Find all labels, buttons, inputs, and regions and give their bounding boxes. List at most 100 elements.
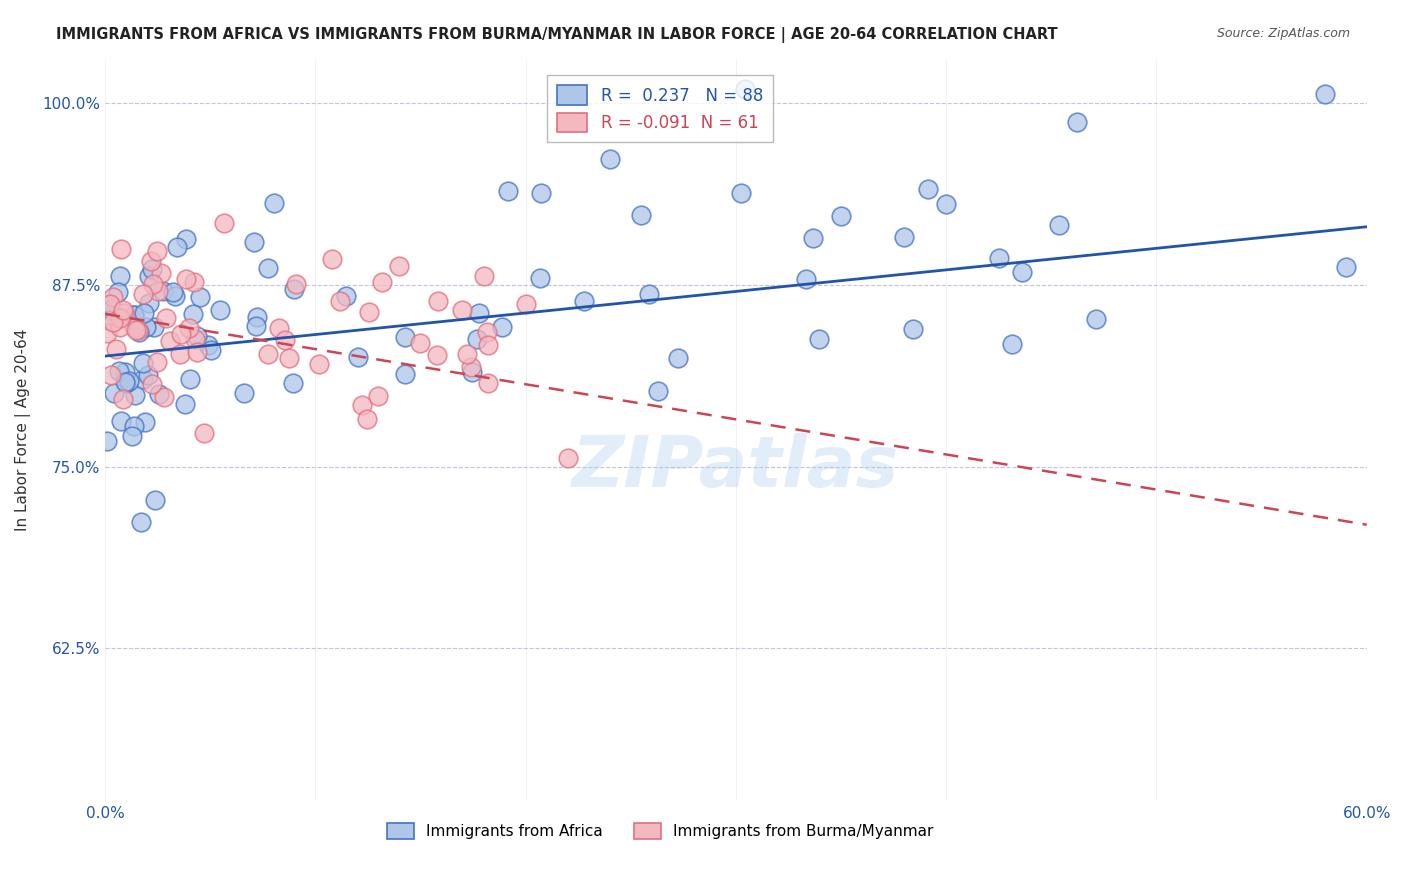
Point [1000,337,1022,351]
Point [1085,312,1108,326]
Point [388,259,411,273]
Point [143,493,166,508]
Point [367,389,389,403]
Point [1313,87,1336,102]
Point [96,326,118,340]
Point [121,429,143,443]
Point [132,287,155,301]
Y-axis label: In Labor Force | Age 20-64: In Labor Force | Age 20-64 [15,329,31,532]
Point [174,397,197,411]
Point [352,398,374,412]
Point [284,277,307,291]
Point [114,365,136,379]
Point [356,412,378,426]
Point [456,347,478,361]
Point [572,293,595,308]
Point [212,217,235,231]
Point [394,367,416,381]
Point [135,319,157,334]
Point [257,347,280,361]
Point [426,293,449,308]
Point [190,290,212,304]
Point [138,269,160,284]
Point [475,325,498,339]
Point [142,277,165,291]
Point [734,82,756,96]
Point [118,374,141,388]
Point [200,343,222,358]
Point [138,296,160,310]
Point [111,392,134,407]
Point [186,345,208,359]
Point [530,186,553,200]
Point [96,434,118,448]
Point [263,195,285,210]
Point [152,390,174,404]
Point [107,285,129,299]
Point [132,371,155,385]
Point [104,343,127,357]
Point [917,182,939,196]
Point [801,231,824,245]
Point [111,302,134,317]
Point [108,319,131,334]
Point [177,320,200,334]
Point [183,275,205,289]
Point [557,451,579,466]
Point [283,281,305,295]
Point [124,387,146,401]
Point [274,333,297,347]
Point [267,321,290,335]
Point [148,284,170,298]
Legend: Immigrants from Africa, Immigrants from Burma/Myanmar: Immigrants from Africa, Immigrants from … [381,817,939,845]
Point [515,297,537,311]
Point [807,332,830,346]
Point [371,275,394,289]
Point [335,288,357,302]
Point [794,272,817,286]
Point [347,350,370,364]
Point [647,384,669,398]
Point [125,323,148,337]
Point [166,240,188,254]
Point [162,285,184,299]
Point [468,306,491,320]
Point [100,368,122,382]
Point [112,306,135,320]
Point [122,308,145,322]
Point [451,302,474,317]
Point [394,330,416,344]
Point [110,242,132,256]
Point [152,284,174,298]
Point [477,338,499,352]
Point [98,298,121,312]
Point [666,351,689,365]
Point [139,254,162,268]
Point [146,244,169,258]
Point [308,357,330,371]
Point [426,348,449,362]
Point [243,235,266,249]
Point [132,306,155,320]
Point [638,287,661,301]
Point [115,376,138,391]
Point [193,426,215,441]
Point [730,186,752,200]
Text: ZIPatlas: ZIPatlas [572,433,900,502]
Point [465,332,488,346]
Point [1066,115,1088,129]
Point [246,310,269,325]
Point [146,354,169,368]
Point [184,333,207,347]
Point [477,376,499,390]
Point [127,323,149,337]
Point [357,305,380,319]
Point [155,311,177,326]
Point [630,208,652,222]
Point [987,251,1010,265]
Point [935,196,957,211]
Point [830,209,852,223]
Point [103,290,125,304]
Point [134,415,156,429]
Point [159,334,181,348]
